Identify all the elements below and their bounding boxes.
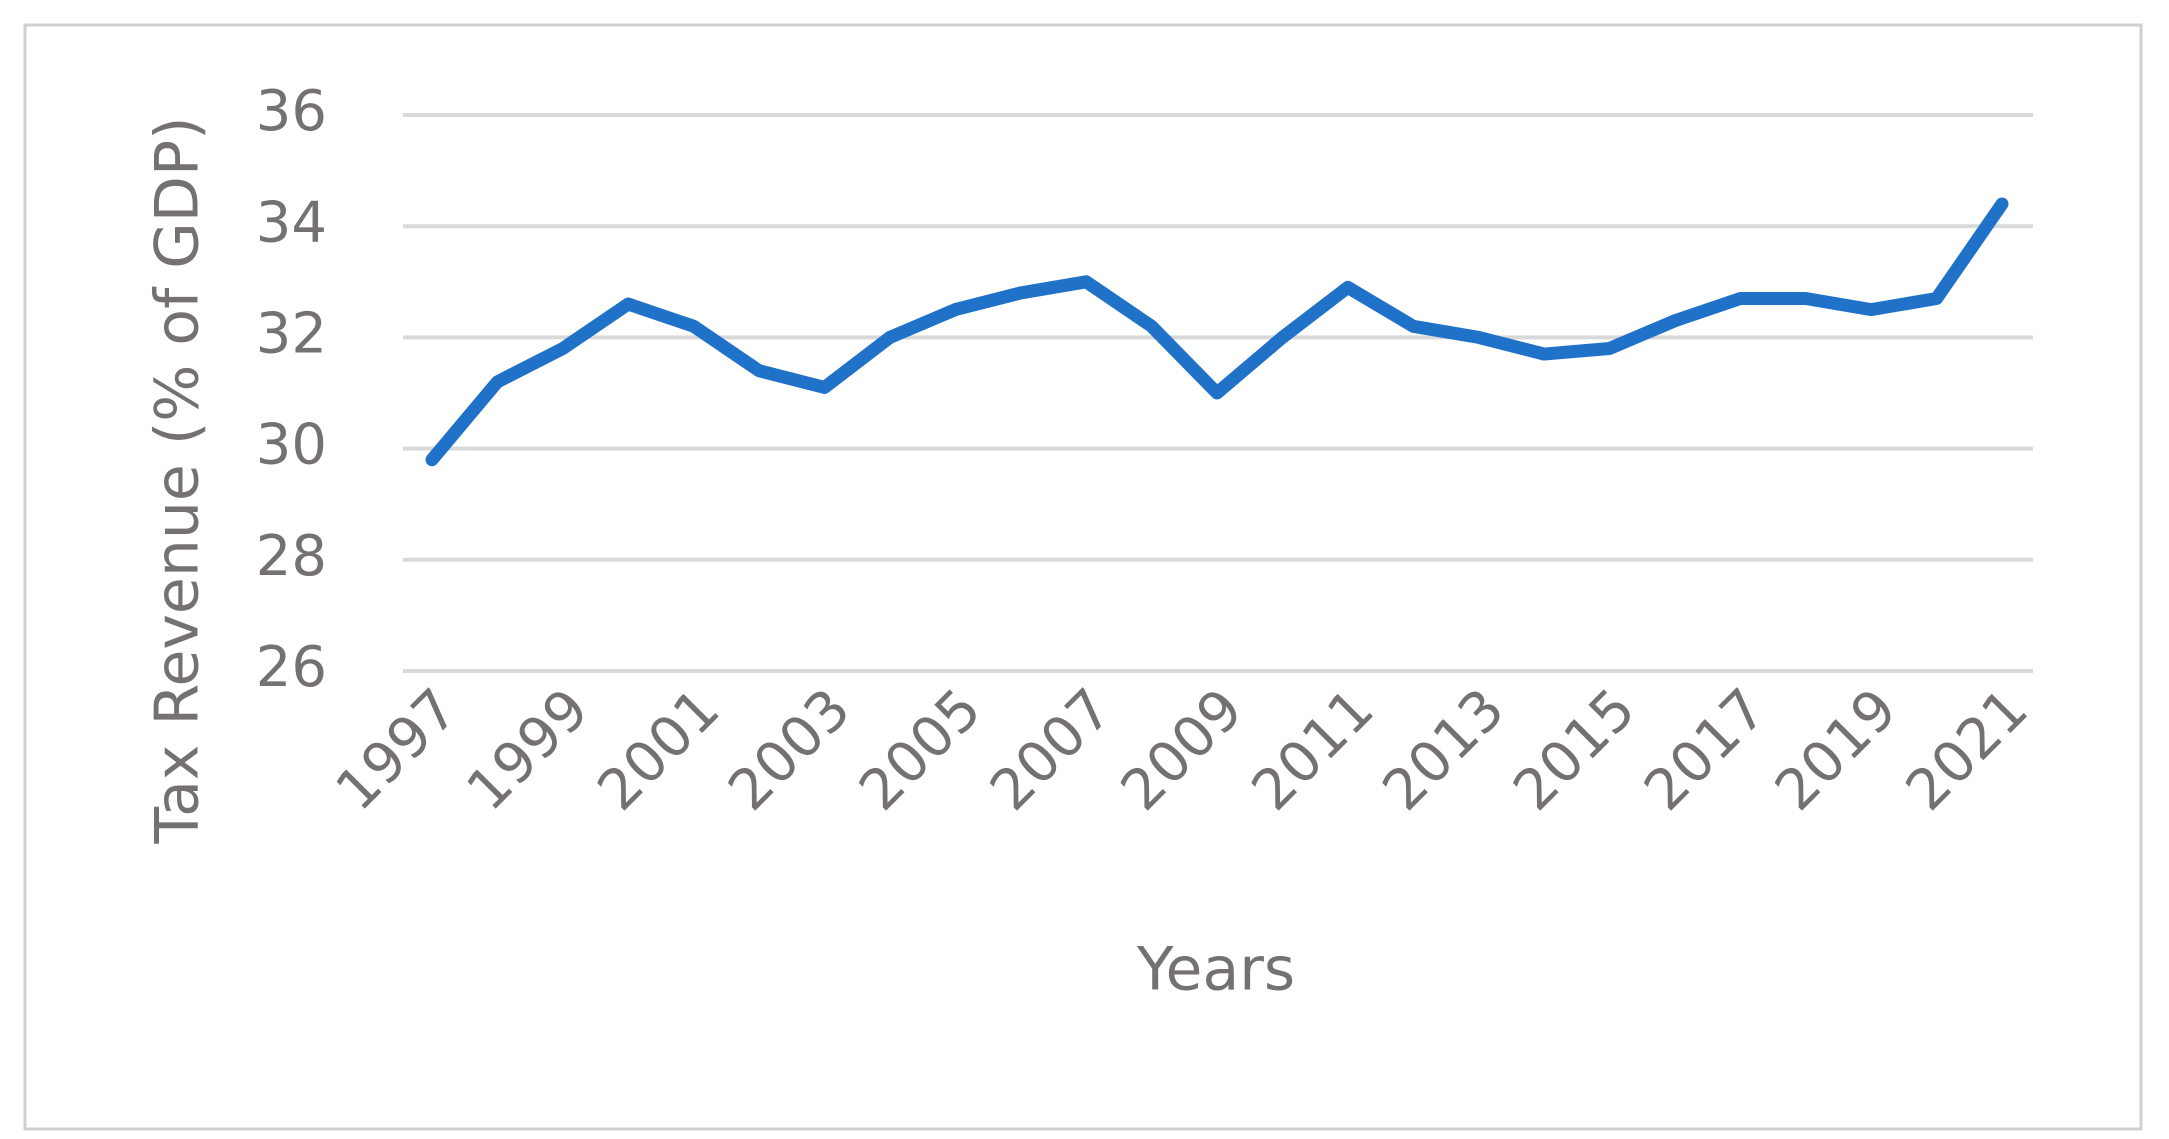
y-tick-label: 30 bbox=[256, 413, 327, 478]
y-tick-label: 34 bbox=[256, 190, 327, 255]
data-line bbox=[425, 197, 2009, 467]
y-tick-label: 28 bbox=[256, 524, 327, 589]
x-axis-label: Years bbox=[1136, 935, 1295, 1005]
y-tick-label: 26 bbox=[256, 635, 327, 700]
y-axis-label: Tax Revenue (% of GDP) bbox=[143, 116, 213, 844]
y-tick-label: 36 bbox=[256, 79, 327, 144]
y-tick-label: 32 bbox=[256, 302, 327, 367]
chart-border bbox=[23, 23, 2143, 1131]
